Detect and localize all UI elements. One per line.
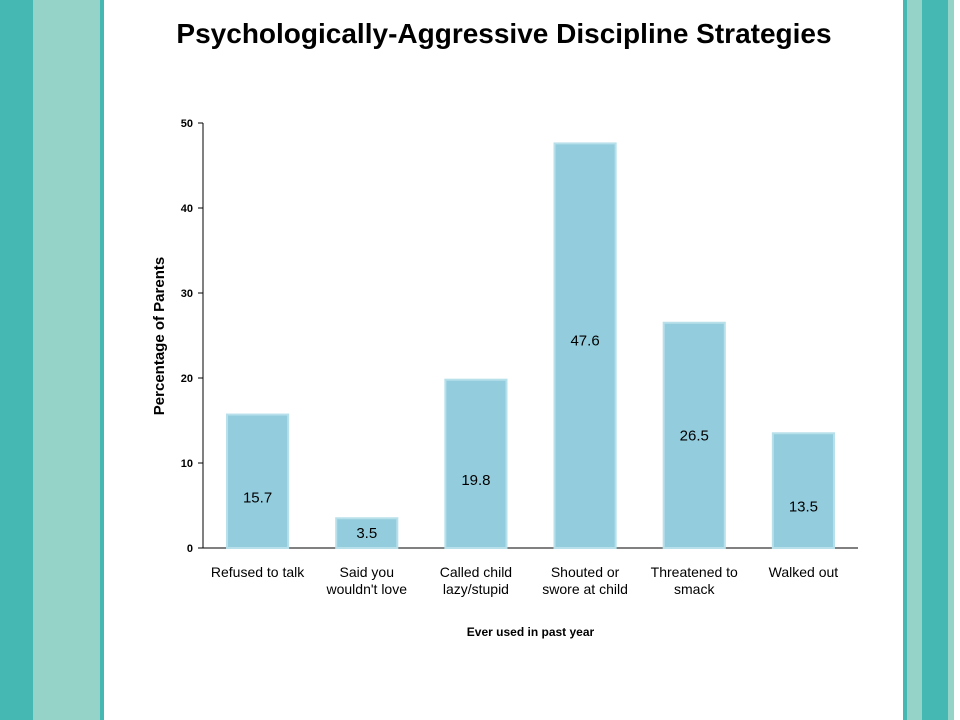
x-tick-label: Said you — [340, 564, 394, 580]
right-stripe-edge — [903, 0, 907, 720]
chart-title: Psychologically-Aggressive Discipline St… — [176, 18, 832, 49]
bar — [335, 517, 399, 549]
x-tick-label: Refused to talk — [211, 564, 305, 580]
x-tick-label: Walked out — [769, 564, 839, 580]
x-tick-label: wouldn't love — [326, 581, 408, 597]
x-tick-label: smack — [674, 581, 715, 597]
y-tick-label: 30 — [181, 288, 193, 300]
data-label: 19.8 — [461, 472, 490, 489]
bar — [662, 321, 726, 549]
y-tick-label: 10 — [181, 458, 193, 470]
bar — [444, 378, 508, 550]
y-axis-label: Percentage of Parents — [151, 257, 168, 415]
x-tick-label: Threatened to — [651, 564, 738, 580]
x-tick-label: lazy/stupid — [443, 581, 509, 597]
x-axis-label: Ever used in past year — [467, 625, 595, 639]
left-stripe-edge — [100, 0, 104, 720]
y-tick-label: 50 — [181, 118, 193, 130]
bar — [226, 413, 290, 549]
bar — [771, 432, 835, 549]
x-tick-label: swore at child — [542, 581, 628, 597]
right-stripe-dark — [922, 0, 948, 720]
y-tick-label: 40 — [181, 203, 193, 215]
data-label: 3.5 — [356, 525, 377, 542]
y-tick-label: 20 — [181, 373, 193, 385]
data-label: 13.5 — [789, 499, 818, 516]
data-label: 47.6 — [570, 333, 599, 350]
x-tick-label: Shouted or — [551, 564, 620, 580]
x-tick-label: Called child — [440, 564, 512, 580]
bar — [553, 142, 617, 549]
data-label: 26.5 — [680, 427, 709, 444]
left-stripe-light — [33, 0, 100, 720]
data-label: 15.7 — [243, 489, 272, 506]
left-stripe-dark — [0, 0, 33, 720]
y-tick-label: 0 — [187, 543, 193, 555]
